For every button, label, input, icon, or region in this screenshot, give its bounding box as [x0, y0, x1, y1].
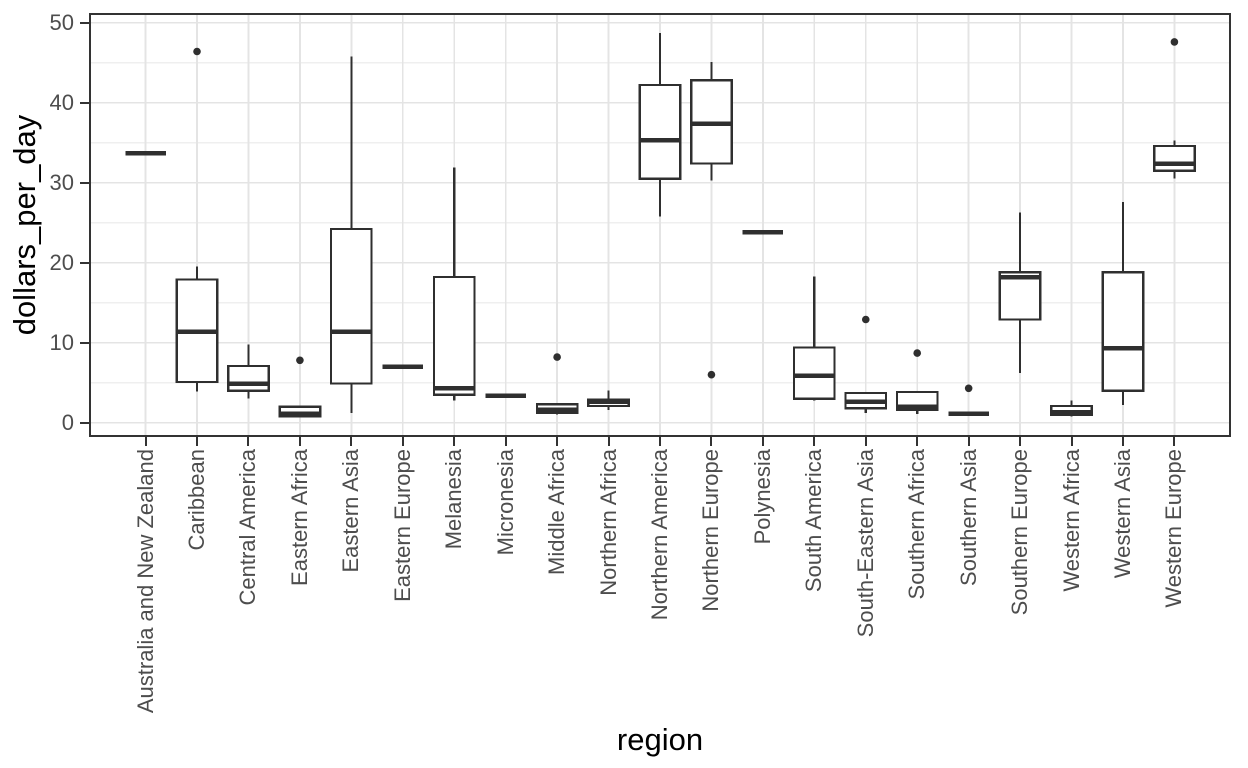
outlier-point-southern-africa [913, 349, 922, 357]
x-axis-tick [659, 437, 661, 446]
x-axis-tick [1019, 437, 1022, 446]
x-axis-tick [1070, 437, 1073, 446]
x-axis-tick [196, 437, 199, 446]
x-tick-label: South America [801, 449, 827, 593]
y-tick-label: 50 [49, 9, 74, 35]
y-axis-tick [80, 341, 89, 344]
box-south-america [792, 346, 836, 400]
x-axis-tick [813, 437, 816, 446]
x-tick-label: Eastern Africa [286, 449, 312, 586]
x-axis-tick [453, 437, 456, 446]
x-tick-label: South-Eastern Asia [852, 449, 878, 638]
x-axis-tick [1173, 437, 1176, 446]
x-tick-label: Southern Europe [1007, 449, 1033, 616]
box-southern-europe [998, 271, 1042, 321]
plot-panel [89, 13, 1231, 437]
x-axis-tick [247, 437, 250, 446]
x-tick-label: Western Europe [1161, 449, 1187, 608]
x-tick-label: Micronesia [492, 449, 518, 556]
y-tick-label: 20 [49, 249, 74, 275]
x-axis-title: region [616, 722, 704, 757]
y-axis-tick [80, 421, 89, 424]
y-axis-tick [80, 21, 89, 24]
x-tick-label: Western Africa [1058, 449, 1084, 592]
outlier-point-southern-asia [964, 384, 973, 393]
x-tick-label: Caribbean [184, 449, 210, 551]
outlier-point-eastern-africa [296, 356, 304, 365]
panel-border [89, 13, 1231, 437]
x-tick-label: Western Asia [1109, 449, 1135, 579]
box-northern-america [638, 83, 682, 180]
x-axis-tick [916, 437, 919, 446]
y-axis-title: dollars_per_day [7, 114, 42, 336]
box-eastern-asia [330, 228, 373, 385]
box-western-europe [1153, 144, 1196, 172]
x-axis-tick [864, 437, 867, 446]
y-tick-label: 40 [49, 89, 74, 115]
y-axis-tick [80, 181, 89, 184]
box-central-america [227, 364, 270, 392]
x-tick-label: Southern Africa [904, 449, 930, 600]
x-tick-label: Northern Europe [698, 449, 724, 612]
x-axis-tick [556, 437, 559, 446]
x-axis-tick [401, 437, 404, 446]
y-tick-label: 0 [61, 409, 74, 435]
outlier-point-northern-europe [707, 370, 716, 379]
x-tick-label: Australia and New Zealand [132, 449, 158, 714]
x-axis-tick [607, 437, 610, 446]
x-axis-tick [761, 437, 764, 446]
outlier-point-western-europe [1170, 38, 1179, 46]
x-axis-tick [1121, 437, 1124, 446]
y-tick-label: 30 [49, 169, 74, 195]
box-western-asia [1101, 271, 1145, 392]
box-melanesia [432, 276, 476, 396]
x-tick-label: Central America [235, 449, 261, 606]
y-axis-tick [80, 101, 89, 104]
x-axis-tick [350, 437, 353, 446]
x-tick-label: Polynesia [749, 449, 775, 545]
y-tick-label: 10 [49, 329, 74, 355]
x-tick-label: Middle Africa [544, 449, 570, 575]
box-eastern-africa [278, 405, 322, 418]
x-tick-label: Melanesia [441, 449, 467, 550]
outlier-point-caribbean [193, 47, 201, 56]
x-tick-label: Northern America [647, 449, 672, 621]
x-axis-tick [298, 437, 301, 446]
x-tick-label: Eastern Europe [389, 449, 415, 602]
x-axis-tick [967, 437, 970, 446]
y-axis-tick [80, 261, 89, 264]
x-axis-tick [710, 437, 713, 446]
x-axis-tick [504, 437, 507, 446]
x-axis-tick [144, 437, 147, 446]
outlier-point-south-eastern-asia [861, 315, 870, 324]
outlier-point-middle-africa [553, 353, 561, 361]
x-tick-label: Eastern Asia [338, 449, 364, 573]
x-tick-label: Southern Asia [955, 449, 981, 586]
x-tick-label: Northern Africa [595, 449, 621, 596]
